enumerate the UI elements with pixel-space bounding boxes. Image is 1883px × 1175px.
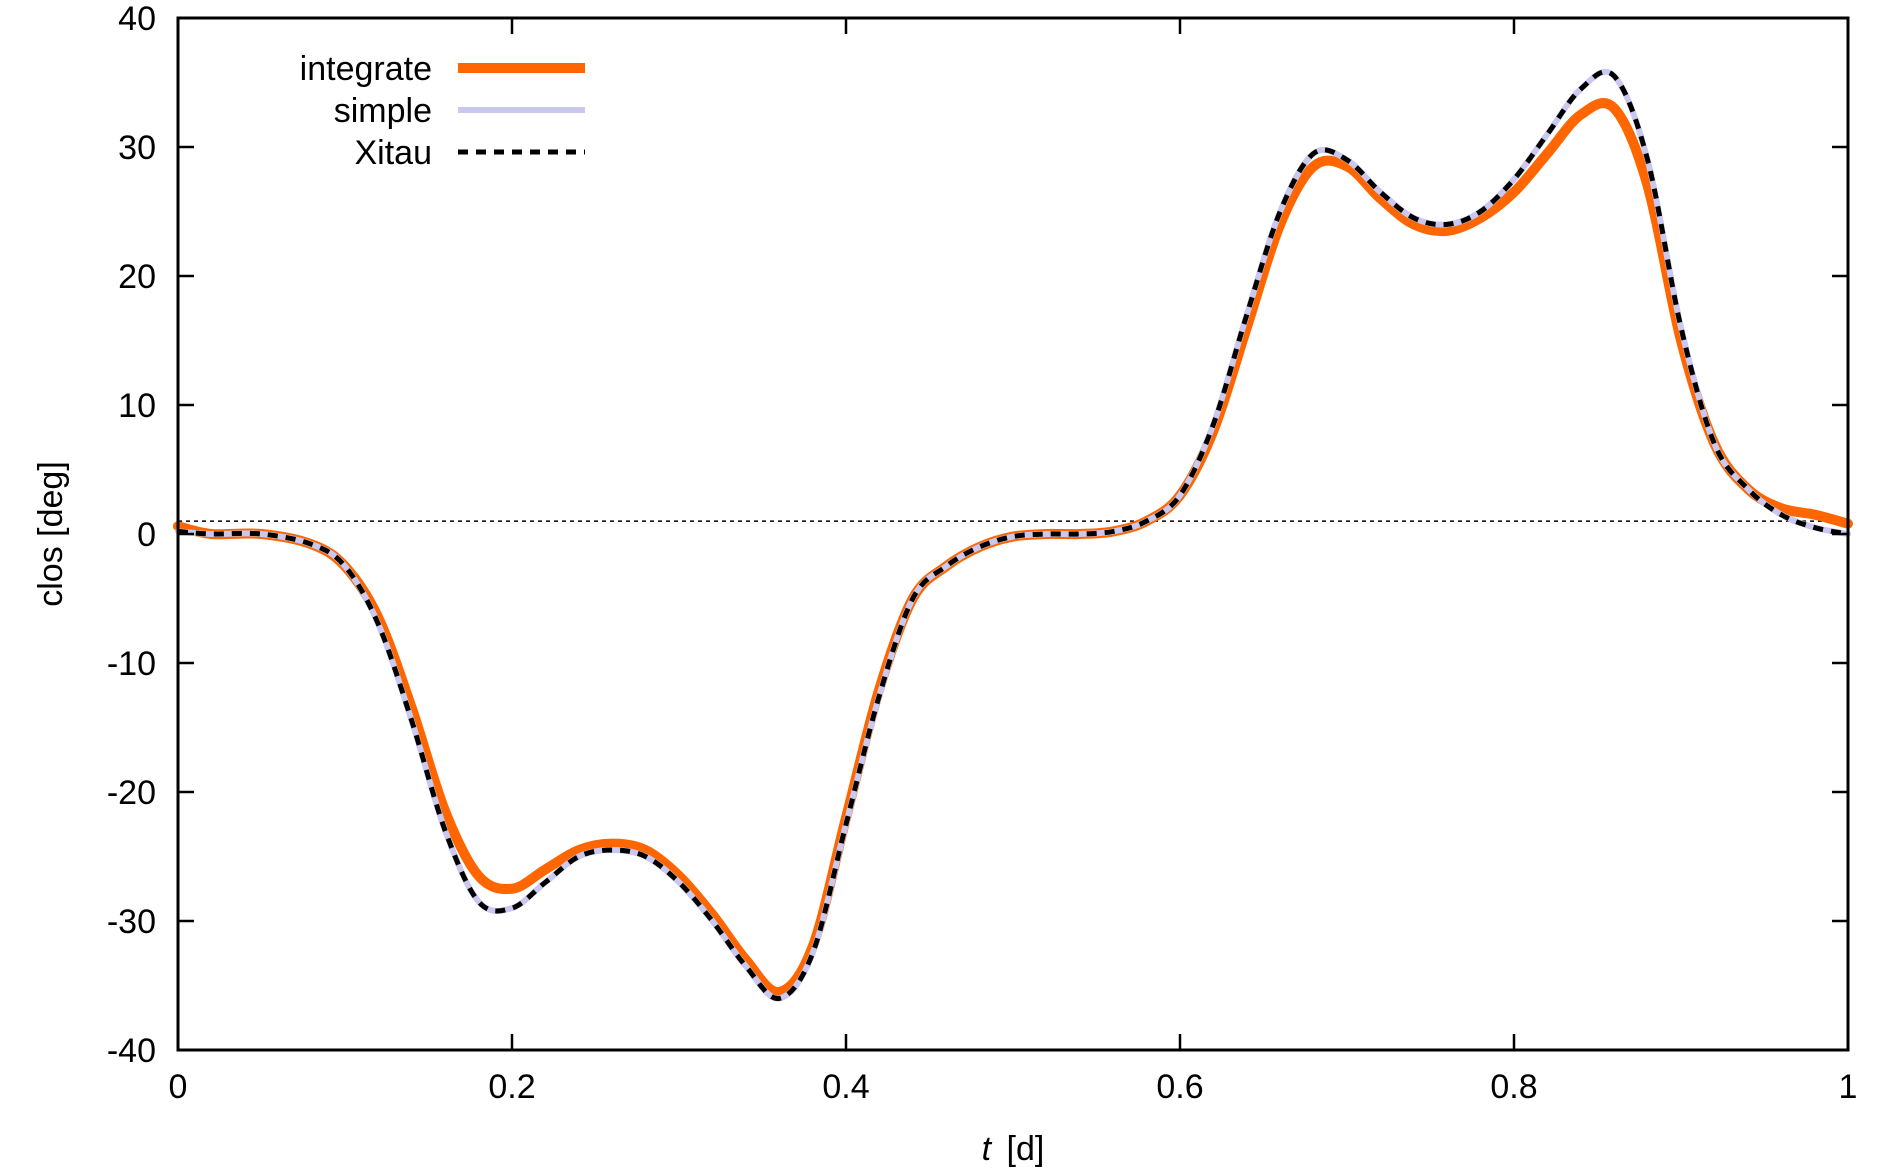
y-tick-label: -30 [107,903,156,941]
x-tick-label: 0 [169,1068,188,1106]
legend-label-simple: simple [334,92,432,130]
x-tick-label: 0.4 [822,1068,869,1106]
y-axis-label: clos [deg] [32,461,70,607]
y-tick-label: 20 [118,258,156,296]
x-axis-label-symbol: t [982,1130,993,1168]
y-tick-label: -20 [107,774,156,812]
x-tick-label: 0.2 [488,1068,535,1106]
tick-labels-layer: 0 0.2 0.4 0.6 0.8 1 -40 -30 -20 -10 0 10 20 30 40 [107,0,1858,1106]
x-axis-label: t [d] [982,1130,1045,1168]
y-tick-label: 0 [137,516,156,554]
x-tick-label: 1 [1839,1068,1858,1106]
ticks-layer [176,16,1850,1052]
y-tick-label: 30 [118,129,156,167]
x-tick-label: 0.6 [1156,1068,1203,1106]
legend: integrate simple Xitau [300,50,585,172]
y-tick-label: 40 [118,0,156,38]
y-tick-label: 10 [118,387,156,425]
y-tick-label: -40 [107,1032,156,1070]
x-axis-label-unit: [d] [1007,1130,1045,1168]
x-tick-label: 0.8 [1490,1068,1537,1106]
y-tick-label: -10 [107,645,156,683]
series-line-simple [175,68,1851,1002]
legend-label-integrate: integrate [300,50,432,88]
legend-label-xitau: Xitau [355,134,433,172]
series-layer [173,68,1853,1002]
